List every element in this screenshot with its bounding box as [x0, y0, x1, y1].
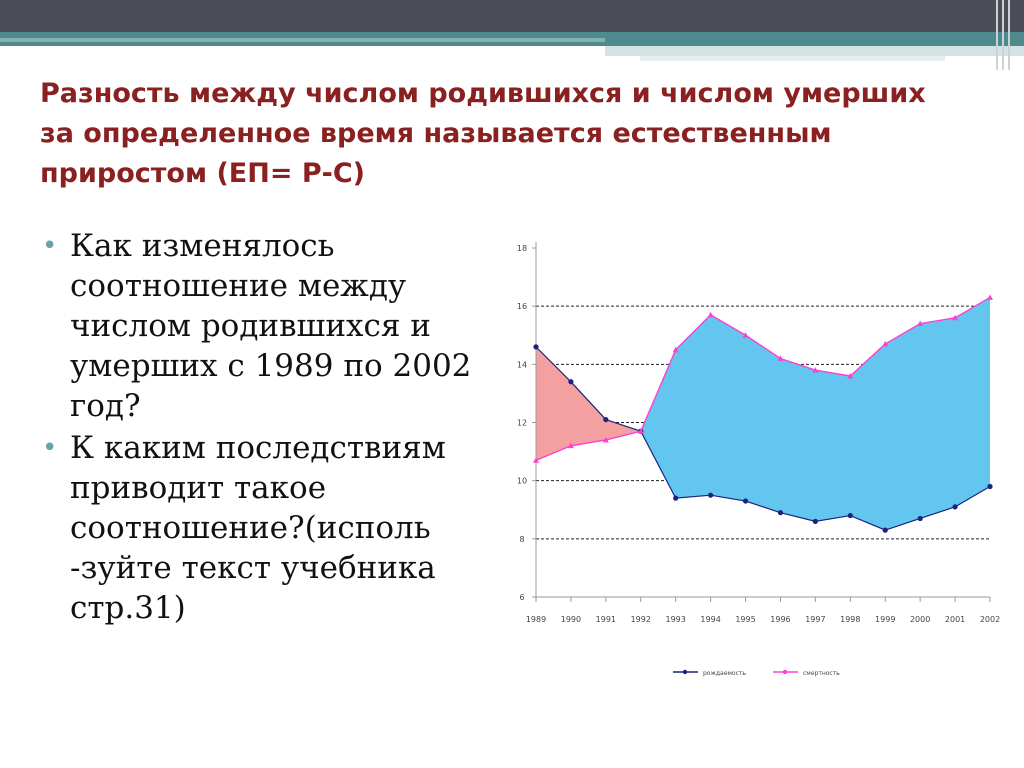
- point-births-1998: [847, 512, 853, 519]
- point-deaths-1995: [742, 332, 749, 338]
- point-deaths-2001: [952, 314, 959, 321]
- x-label-1989: 1989: [526, 615, 546, 624]
- y-label-10: 10: [517, 477, 527, 486]
- y-label-18: 18: [517, 244, 527, 253]
- point-births-1993: [673, 495, 679, 501]
- legend-label-deaths: смертность: [803, 670, 840, 677]
- x-label-1991: 1991: [596, 615, 616, 624]
- population-chart: 6 8 10 12 14 16 18 1989 1990 1991 1992 1993 1994 1995…: [517, 242, 1000, 677]
- point-deaths-1999: [882, 340, 889, 347]
- point-births-1989: [533, 344, 539, 350]
- x-label-2001: 2001: [945, 615, 965, 624]
- point-deaths-2002: [987, 294, 993, 300]
- point-births-1990: [568, 379, 574, 385]
- y-label-8: 8: [519, 535, 524, 544]
- header-accent-thin: [640, 56, 945, 61]
- x-label-1993: 1993: [666, 615, 686, 624]
- x-label-2000: 2000: [910, 615, 930, 624]
- y-label-16: 16: [517, 302, 527, 311]
- y-label-12: 12: [517, 419, 527, 428]
- point-deaths-1997: [812, 367, 819, 373]
- chart-axes: [532, 242, 991, 602]
- bullet-question-1: Как изменялось соотношение между числом …: [40, 226, 490, 426]
- point-births-1995: [742, 498, 749, 504]
- area-natural-increase: [536, 346, 641, 461]
- x-label-1997: 1997: [805, 615, 825, 624]
- area-natural-decrease: [640, 297, 990, 531]
- x-label-1992: 1992: [631, 615, 651, 624]
- chart-series: [533, 294, 993, 533]
- point-deaths-1992: [637, 428, 644, 434]
- y-label-14: 14: [517, 360, 527, 369]
- chart-areas: [536, 297, 990, 531]
- point-births-1997: [812, 518, 818, 524]
- x-label-2002: 2002: [980, 615, 1000, 624]
- point-deaths-1990: [567, 442, 574, 449]
- series-line-1: [535, 296, 991, 461]
- point-deaths-1998: [847, 372, 854, 379]
- header-bar: [0, 0, 1024, 32]
- x-label-1995: 1995: [735, 615, 755, 624]
- bullet-list: Как изменялось соотношение между числом …: [40, 226, 490, 630]
- legend-marker-births: [682, 669, 688, 675]
- x-label-1996: 1996: [770, 615, 790, 624]
- point-births-2000: [917, 515, 923, 522]
- point-deaths-1993: [672, 346, 679, 353]
- y-label-6: 6: [519, 593, 524, 602]
- chart-legend: рождаемость смертность: [673, 669, 840, 677]
- point-deaths-1994: [707, 311, 714, 318]
- point-deaths-1996: [777, 355, 784, 361]
- point-births-1991: [603, 416, 609, 423]
- header-stripe-light: [0, 38, 605, 42]
- slide-title: Разность между числом родившихся и число…: [40, 78, 926, 189]
- bullet-question-2: К каким последствиям приводит такое соот…: [40, 428, 490, 628]
- point-births-2001: [952, 504, 958, 510]
- point-deaths-2000: [917, 320, 924, 327]
- chart-tick-labels: 6 8 10 12 14 16 18 1989 1990 1991 1992 1993 1994 1995…: [517, 244, 1000, 624]
- point-births-1996: [777, 510, 784, 516]
- legend-label-births: рождаемость: [703, 670, 746, 677]
- x-label-1999: 1999: [875, 615, 895, 624]
- decor-lines: [996, 0, 1018, 70]
- header-accent: [605, 46, 1024, 56]
- legend-marker-deaths: [782, 669, 788, 675]
- point-births-1999: [882, 527, 888, 533]
- point-births-2002: [987, 483, 993, 490]
- point-deaths-1991: [602, 436, 609, 443]
- x-label-1990: 1990: [561, 615, 581, 624]
- point-deaths-1989: [533, 457, 539, 463]
- point-births-1994: [708, 492, 714, 498]
- x-label-1998: 1998: [840, 615, 860, 624]
- series-line-0: [535, 346, 991, 531]
- x-label-1994: 1994: [700, 615, 720, 624]
